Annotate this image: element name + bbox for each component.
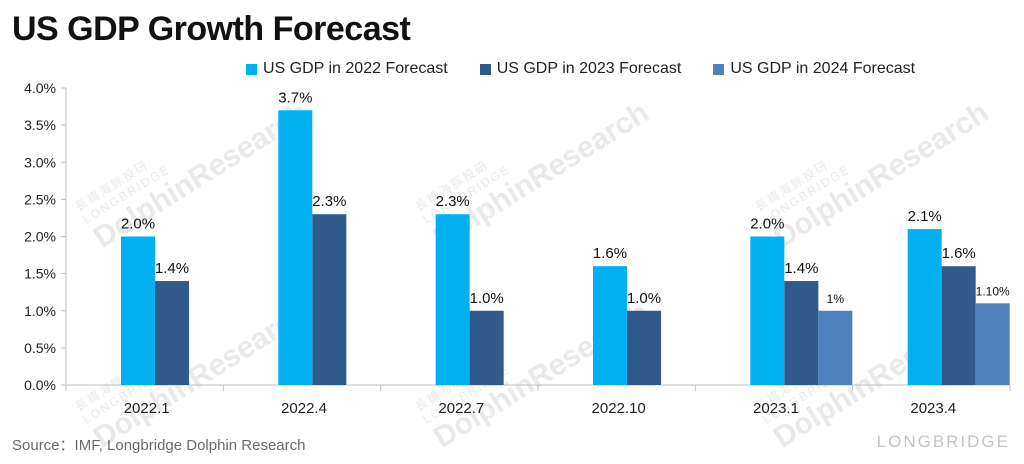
data-label: 1.6%	[593, 245, 627, 262]
y-tick-label: 1.5%	[24, 266, 56, 282]
data-label: 2.0%	[750, 216, 784, 233]
data-label: 1.4%	[155, 260, 189, 277]
bar	[312, 214, 347, 385]
x-tick-label: 2022.10	[592, 400, 646, 417]
bar	[627, 310, 661, 385]
bar	[469, 310, 504, 385]
bar	[975, 303, 1010, 385]
bar	[818, 310, 853, 385]
data-label: 3.7%	[278, 89, 312, 106]
data-label: 1.0%	[470, 290, 504, 307]
brand-logo: LONGBRIDGE	[876, 432, 1010, 451]
y-tick-label: 3.0%	[24, 154, 56, 170]
data-label: 1.6%	[942, 245, 976, 262]
x-tick-label: 2022.1	[124, 400, 170, 417]
x-tick-label: 2023.4	[910, 400, 956, 417]
x-tick-label: 2022.4	[281, 400, 327, 417]
chart-title: US GDP Growth Forecast	[12, 10, 411, 48]
data-label: 2.0%	[121, 216, 155, 233]
data-label: 2.1%	[908, 208, 942, 225]
y-tick-label: 2.0%	[24, 229, 56, 245]
data-label: 2.3%	[312, 193, 346, 210]
y-tick-label: 3.5%	[24, 117, 56, 133]
legend-swatch-2024	[713, 63, 725, 75]
data-label: 1.10%	[976, 284, 1010, 298]
legend-label-2024: US GDP in 2024 Forecast	[730, 60, 916, 77]
bar	[750, 236, 785, 385]
bar	[593, 266, 627, 385]
bar	[155, 281, 189, 385]
legend-item-2022: US GDP in 2022 Forecast	[246, 60, 448, 78]
y-tick-label: 0.0%	[24, 377, 56, 393]
data-label: 1.4%	[784, 260, 818, 277]
legend-item-2024: US GDP in 2024 Forecast	[713, 60, 915, 78]
y-tick-label: 4.0%	[24, 80, 56, 96]
x-tick-label: 2023.1	[753, 400, 799, 417]
bar	[784, 281, 819, 385]
data-label: 2.3%	[436, 193, 470, 210]
bar	[907, 229, 942, 385]
bar	[941, 266, 976, 385]
legend-label-2023: US GDP in 2023 Forecast	[496, 60, 682, 77]
y-tick-label: 2.5%	[24, 191, 56, 207]
bar	[121, 236, 155, 385]
bar	[278, 110, 313, 386]
legend-item-2023: US GDP in 2023 Forecast	[479, 60, 682, 78]
legend-swatch-2023	[479, 63, 491, 75]
source-note: Source：IMF, Longbridge Dolphin Research	[12, 437, 306, 454]
y-tick-label: 1.0%	[24, 303, 56, 319]
x-tick-label: 2022.7	[438, 400, 484, 417]
data-label: 1%	[827, 292, 845, 306]
legend-label-2022: US GDP in 2022 Forecast	[263, 60, 448, 77]
legend-swatch-2022	[246, 63, 257, 75]
data-label: 1.0%	[627, 290, 661, 307]
y-tick-label: 0.5%	[24, 340, 56, 356]
bar	[435, 214, 470, 385]
chart-legend: US GDP in 2022 Forecast US GDP in 2023 F…	[246, 60, 915, 78]
